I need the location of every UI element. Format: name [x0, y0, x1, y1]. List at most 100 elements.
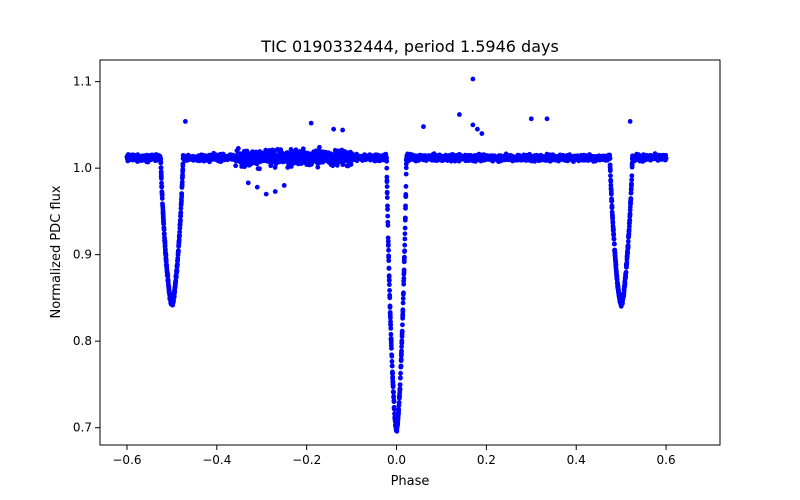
data-point	[615, 283, 621, 289]
data-point	[400, 322, 405, 328]
data-point	[160, 215, 166, 220]
data-point	[609, 204, 615, 210]
data-point	[386, 265, 392, 271]
data-point	[399, 329, 405, 335]
data-point	[401, 281, 407, 287]
data-point	[401, 290, 406, 296]
data-point	[396, 407, 402, 412]
data-point	[402, 236, 408, 242]
x-tick-label: 0.0	[387, 453, 406, 467]
data-point	[607, 155, 613, 161]
data-point	[609, 198, 615, 204]
y-tick-label: 1.1	[73, 75, 92, 89]
data-point	[162, 247, 168, 253]
data-point	[385, 203, 390, 209]
data-point	[622, 282, 628, 288]
data-point	[176, 248, 181, 253]
x-tick-label: 0.4	[567, 453, 586, 467]
data-point	[612, 241, 617, 247]
data-point	[611, 226, 616, 232]
data-point	[384, 165, 390, 171]
data-point	[158, 165, 164, 171]
data-point	[389, 353, 395, 359]
data-point	[397, 395, 402, 401]
data-point	[384, 174, 390, 180]
data-point	[401, 271, 407, 277]
data-points	[124, 76, 669, 434]
data-point	[263, 191, 269, 197]
data-point	[388, 315, 393, 321]
data-point	[397, 382, 403, 388]
x-tick-label: −0.4	[202, 453, 231, 467]
chart-title: TIC 0190332444, period 1.5946 days	[260, 37, 559, 56]
y-tick-label: 1.0	[73, 161, 92, 175]
data-point	[178, 213, 184, 219]
data-point	[385, 242, 391, 247]
data-point	[400, 296, 406, 301]
data-point	[612, 257, 618, 262]
data-point	[388, 325, 394, 331]
data-point	[172, 289, 177, 295]
data-point	[402, 248, 407, 254]
data-point	[281, 183, 287, 188]
y-tick-label: 0.7	[73, 421, 92, 435]
data-point	[163, 251, 169, 257]
data-point	[620, 301, 625, 306]
data-point	[528, 116, 534, 122]
data-point	[180, 169, 186, 174]
data-point	[400, 300, 406, 306]
data-point	[391, 399, 397, 405]
data-point	[385, 206, 390, 212]
data-point	[177, 232, 182, 238]
data-point	[173, 281, 178, 286]
data-point	[387, 311, 393, 316]
data-point	[625, 238, 631, 244]
data-point	[399, 338, 405, 344]
data-point	[388, 336, 394, 341]
data-point	[613, 269, 619, 274]
data-point	[402, 231, 408, 237]
data-point	[390, 370, 395, 376]
data-point	[400, 311, 406, 317]
data-point	[398, 363, 404, 369]
data-point	[159, 189, 165, 195]
data-point	[388, 319, 393, 325]
data-point	[625, 243, 631, 249]
data-point	[388, 331, 394, 337]
data-point	[403, 193, 409, 199]
data-point	[173, 274, 179, 280]
data-point	[340, 127, 346, 133]
data-point	[162, 240, 168, 246]
data-point	[627, 207, 633, 213]
data-point	[403, 183, 409, 189]
data-point	[272, 189, 278, 194]
data-point	[387, 303, 393, 309]
data-point	[612, 250, 618, 256]
data-point	[158, 173, 164, 179]
data-point	[233, 163, 239, 169]
data-point	[165, 279, 171, 285]
data-point	[628, 187, 634, 193]
data-point	[293, 147, 299, 153]
data-point	[397, 387, 403, 392]
data-point	[399, 348, 404, 354]
data-point	[628, 197, 634, 203]
data-point	[402, 242, 408, 248]
data-point	[257, 166, 262, 172]
data-point	[390, 381, 396, 387]
data-point	[397, 375, 403, 381]
data-point	[385, 213, 391, 219]
data-point	[165, 273, 171, 279]
data-point	[348, 162, 354, 167]
data-point	[629, 173, 635, 179]
data-point	[401, 257, 407, 263]
data-point	[384, 158, 390, 164]
data-point	[254, 184, 260, 190]
data-point	[544, 116, 550, 122]
data-point	[623, 269, 629, 275]
data-point	[331, 126, 337, 132]
data-point	[626, 228, 632, 234]
